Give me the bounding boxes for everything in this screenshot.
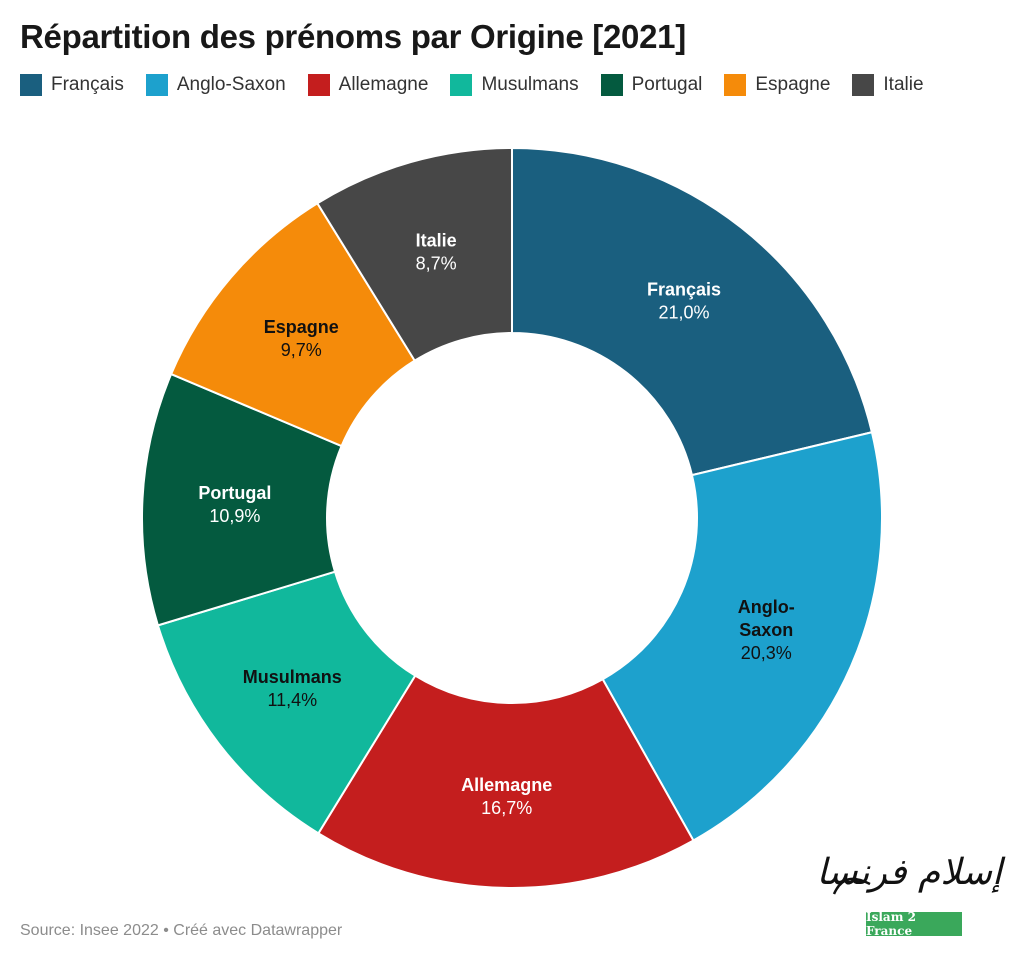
legend-swatch [852, 74, 875, 96]
slice-value-label: 20,3% [741, 643, 792, 663]
legend-swatch [450, 74, 473, 96]
legend-item: Allemagne [307, 74, 429, 96]
donut-slice [511, 146, 874, 477]
legend-label: Allemagne [338, 74, 429, 95]
logo-latin-text: Islam 2 France [866, 910, 962, 938]
legend-label: Portugal [631, 74, 703, 95]
legend-item: Italie [852, 74, 924, 96]
legend-label: Italie [883, 74, 924, 95]
donut-slice [316, 146, 513, 363]
chart-legend: Français Anglo-Saxon Allemagne Musulmans Por… [20, 74, 946, 96]
slice-category-label: Portugal [198, 483, 271, 503]
donut-slice [317, 674, 695, 889]
slice-category-label: Allemagne [461, 775, 552, 795]
slice-value-label: 11,4% [267, 690, 317, 710]
source-note: Source: Insee 2022 • Créé avec Datawrapp… [20, 922, 343, 939]
slice-value-label: 8,7% [416, 254, 457, 274]
legend-swatch [600, 74, 623, 96]
slice-value-label: 21,0% [658, 303, 709, 323]
slice-category-label: Espagne [264, 317, 339, 337]
slice-value-label: 10,9% [209, 506, 260, 526]
donut-slice [141, 372, 343, 627]
legend-label: Espagne [755, 74, 831, 95]
slice-category-label: Anglo- [738, 597, 795, 617]
chart-title: Répartition des prénoms par Origine [202… [20, 18, 686, 55]
legend-label: Anglo-Saxon [176, 74, 286, 95]
legend-item: Musulmans [450, 74, 579, 96]
slice-value-label: 9,7% [281, 340, 322, 360]
slice-category-label: Français [647, 280, 721, 300]
legend-swatch [307, 74, 330, 96]
logo-flourish-icon [832, 877, 871, 895]
legend-swatch [145, 74, 168, 96]
legend-label: Musulmans [481, 74, 579, 95]
logo-arabic-text: إسلام فرنسا [816, 852, 1002, 893]
legend-item: Anglo-Saxon [145, 74, 286, 96]
donut-slice [601, 431, 883, 842]
islam-france-logo: إسلام فرنسا Islam 2 France [816, 852, 1012, 938]
slice-value-label: 16,7% [481, 798, 532, 818]
legend-label: Français [51, 74, 124, 95]
legend-item: Français [20, 74, 124, 96]
legend-item: Espagne [724, 74, 830, 96]
legend-swatch [724, 74, 747, 96]
donut-slice [156, 570, 417, 835]
legend-swatch [20, 74, 42, 96]
legend-item: Portugal [600, 74, 703, 96]
slice-category-label: Italie [416, 231, 457, 251]
slice-category-label: Saxon [739, 620, 793, 640]
slice-category-label: Musulmans [243, 667, 342, 687]
